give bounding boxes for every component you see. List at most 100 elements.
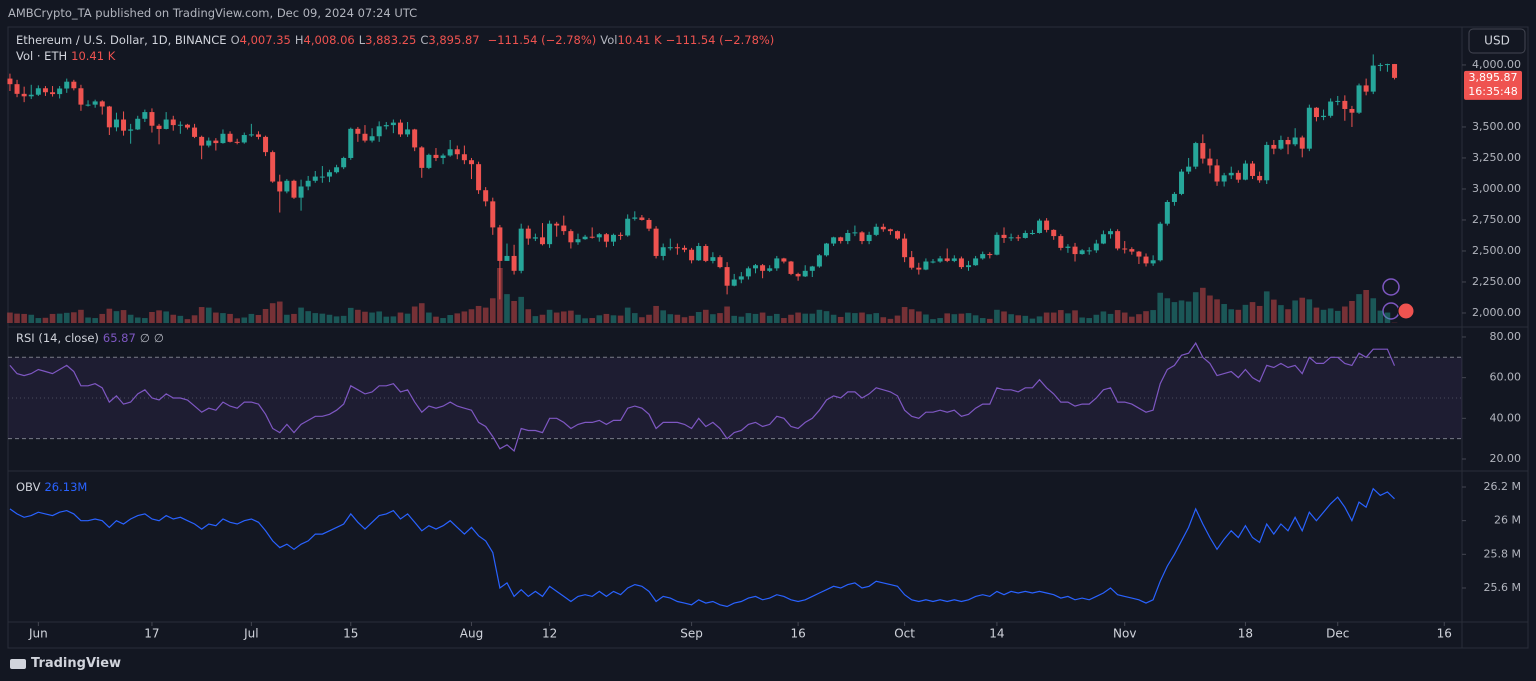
volume-bar [305,311,311,323]
volume-bar [994,309,1000,323]
candle-body [760,265,766,271]
volume-bar [1200,287,1206,323]
candle-body [1008,237,1014,239]
candle-body [554,223,560,226]
volume-bar [639,317,645,323]
volume-bar [461,311,468,323]
rsi-value: 65.87 [102,331,136,345]
volume-bar [1271,299,1277,323]
volume-bar [1356,294,1362,323]
volume-bar [255,315,262,323]
volume-bar [589,318,595,323]
x-tick-label: 17 [144,627,159,641]
volume-bar [1292,300,1298,323]
candle-body [511,255,517,271]
volume-bar [78,309,84,323]
volume-bar [972,315,979,323]
x-tick-label: Nov [1113,627,1136,641]
volume-bar [21,313,27,323]
volume-bar [717,313,723,323]
flag-icon[interactable] [1397,302,1415,320]
volume-bar [830,314,837,323]
candle-body [660,247,666,256]
candle-body [930,261,936,263]
candle-body [355,128,361,134]
volume-bar [106,308,113,323]
candle-body [319,176,325,178]
candle-body [674,247,680,249]
volume-bar [1143,311,1149,323]
volume-bar [92,318,98,323]
candle-body [1015,237,1021,239]
candle-body [994,234,1000,255]
candle-body [1235,172,1241,180]
volume-bar [184,319,191,323]
candle-body [92,101,98,105]
candle-body [490,201,496,228]
candle-body [667,247,673,249]
volume-bar [418,303,425,323]
volume-bar [1342,306,1348,323]
candle-body [192,127,198,137]
candle-body [397,122,403,135]
currency-button[interactable] [1468,28,1526,54]
volume-bar [1349,301,1355,323]
x-tick-label: 12 [542,627,557,641]
candle-body [632,217,638,219]
volume-bar [511,301,517,323]
volume-bar [1278,305,1284,323]
candle-body [973,258,979,266]
currency: USD [1484,34,1510,48]
volume-bar [156,310,162,323]
volume-bar [120,310,127,323]
candle-body [64,81,70,89]
candle-body [1044,220,1050,230]
candle-body [887,229,893,232]
candle-body [149,112,155,126]
candle-body [717,257,723,268]
candle-body [1306,107,1312,149]
volume-bar [1086,318,1093,323]
candle-body [845,232,851,242]
candle-body [1292,137,1298,145]
volume-bar [1178,300,1185,323]
candle-body [1271,144,1277,149]
volume-bar [397,312,404,323]
obv-title: OBV [16,480,41,494]
candle-body [1079,250,1085,255]
volume-bar [355,309,361,323]
candle-body [1328,101,1334,116]
event-icon[interactable] [1382,278,1400,296]
volume-bar [170,314,177,323]
volume-bar [553,312,560,323]
candle-body [1214,165,1220,182]
legend-key: L [358,33,366,47]
volume-bar [1043,312,1050,323]
candle-body [383,125,389,127]
candle-body [703,246,709,261]
volume-title: Vol · ETH [16,49,68,63]
volume-bar [852,313,858,323]
volume-bar [859,312,865,323]
candle-body [724,267,730,286]
candle-body [966,265,972,268]
rsi-band [8,357,1462,439]
candle-body [504,255,510,261]
candle-body [589,236,595,238]
volume-bar [1221,304,1227,323]
candle-body [1157,223,1163,261]
candle-body [518,228,524,271]
volume-bar [333,316,340,323]
rsi-title: RSI (14, close) [16,331,99,345]
volume-bar [1015,315,1022,323]
volume-bar [1256,305,1263,323]
candle-body [838,237,844,242]
candle-body [156,125,162,129]
x-tick-label: Sep [680,627,703,641]
candle-body [255,134,261,137]
candle-body [987,254,993,256]
volume-bar [213,312,219,323]
candle-body [1285,139,1291,145]
volume-bar [866,314,872,323]
volume-bar [1370,298,1377,323]
